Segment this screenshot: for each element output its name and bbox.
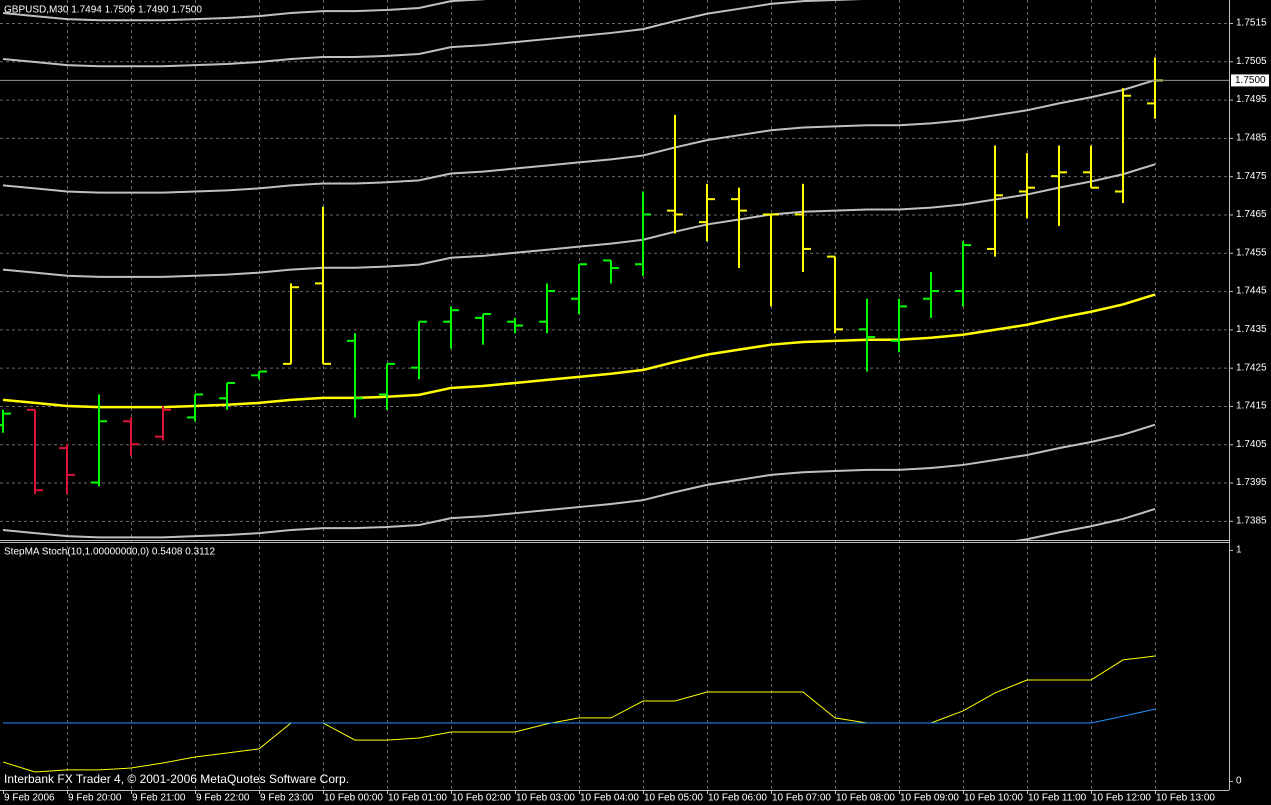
- chart-title: GBPUSD,M30 1.7494 1.7506 1.7490 1.7500: [4, 5, 202, 16]
- y-tick-label: 1.7495: [1236, 94, 1267, 105]
- band-line: [2, 0, 486, 22]
- y-tick-label: 0: [1236, 776, 1242, 787]
- x-tick-label: 10 Feb 09:00: [900, 793, 959, 804]
- y-tick-label: 1.7485: [1236, 133, 1267, 144]
- band-line: [2, 0, 863, 68]
- x-tick-label: 9 Feb 2006: [4, 793, 55, 804]
- indicator-line: [3, 708, 1156, 724]
- band-line: [2, 79, 1156, 194]
- y-tick-label: 1.7455: [1236, 247, 1267, 258]
- x-tick-label: 10 Feb 13:00: [1156, 793, 1215, 804]
- x-tick-label: 10 Feb 03:00: [516, 793, 575, 804]
- indicator-pane: [2, 655, 1156, 773]
- y-tick-label: 1.7445: [1236, 286, 1267, 297]
- y-tick-label: 1.7425: [1236, 362, 1267, 373]
- x-tick-label: 10 Feb 01:00: [388, 793, 447, 804]
- y-tick-label: 1.7405: [1236, 439, 1267, 450]
- x-tick-label: 10 Feb 06:00: [708, 793, 767, 804]
- grid-layer: [0, 0, 1229, 790]
- text-layer: GBPUSD,M30 1.7494 1.7506 1.7490 1.7500 S…: [3, 5, 1269, 804]
- last-price-label: 1.7500: [1235, 75, 1266, 86]
- price-pane: [0, 0, 1229, 540]
- y-tick-label: 1.7435: [1236, 324, 1267, 335]
- y-tick-label: 1: [1236, 545, 1242, 556]
- y-tick-label: 1.7395: [1236, 477, 1267, 488]
- x-tick-label: 9 Feb 22:00: [196, 793, 250, 804]
- indicator-line: [2, 655, 1156, 773]
- band-line: [2, 423, 1156, 539]
- x-tick-label: 10 Feb 04:00: [580, 793, 639, 804]
- y-tick-label: 1.7505: [1236, 56, 1267, 67]
- footer: Interbank FX Trader 4, © 2001-2006 MetaQ…: [4, 772, 349, 786]
- x-tick-label: 10 Feb 08:00: [836, 793, 895, 804]
- x-tick-label: 10 Feb 00:00: [324, 793, 383, 804]
- x-tick-label: 9 Feb 23:00: [260, 793, 314, 804]
- indicator-title: StepMA Stoch(10,1.00000000,0) 0.5408 0.3…: [4, 547, 216, 558]
- y-tick-label: 1.7415: [1236, 401, 1267, 412]
- x-tick-label: 9 Feb 20:00: [68, 793, 122, 804]
- x-tick-label: 10 Feb 11:00: [1028, 793, 1087, 804]
- y-tick-label: 1.7515: [1236, 18, 1267, 29]
- band-line: [2, 163, 1156, 278]
- y-tick-label: 1.7385: [1236, 515, 1267, 526]
- last-price-box: [1231, 74, 1269, 87]
- y-tick-label: 1.7465: [1236, 209, 1267, 220]
- y-tick-label: 1.7475: [1236, 171, 1267, 182]
- x-tick-label: 10 Feb 10:00: [964, 793, 1023, 804]
- x-tick-label: 10 Feb 12:00: [1092, 793, 1151, 804]
- x-tick-label: 10 Feb 05:00: [644, 793, 703, 804]
- x-tick-label: 10 Feb 02:00: [452, 793, 511, 804]
- x-tick-label: 10 Feb 07:00: [772, 793, 831, 804]
- x-tick-label: 9 Feb 21:00: [132, 793, 186, 804]
